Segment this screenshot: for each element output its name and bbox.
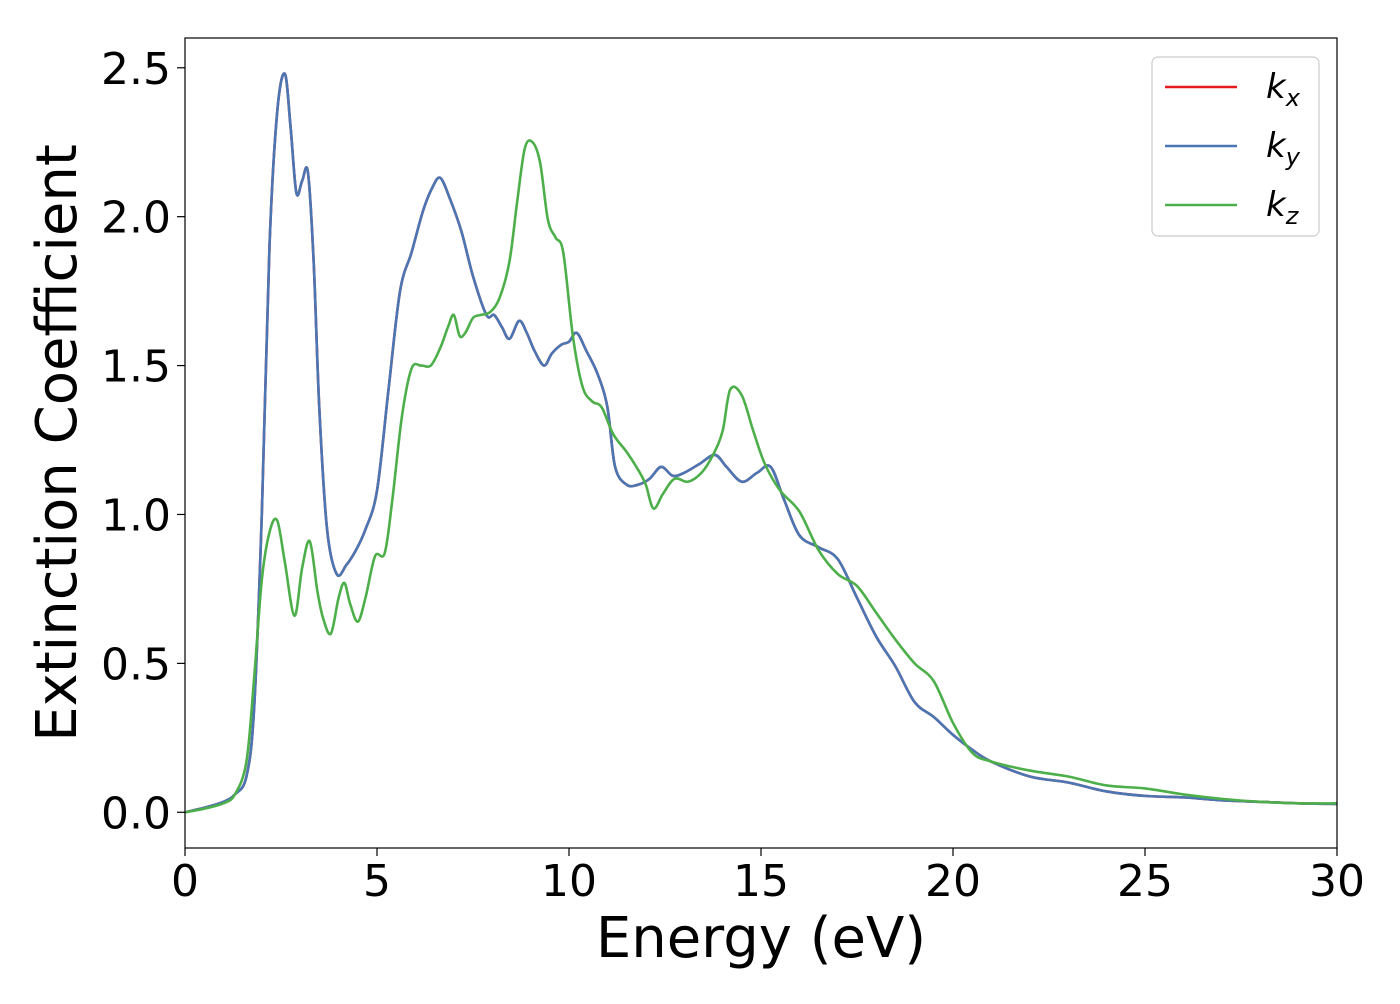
y-tick-label: 0.5	[101, 639, 171, 690]
series-line-z	[185, 139, 1337, 814]
x-tick-label: 10	[541, 856, 597, 907]
y-axis-title: Extinction Coefficient	[25, 144, 90, 742]
series-layer	[185, 72, 1337, 814]
x-tick-label: 20	[925, 856, 981, 907]
y-tick-label: 1.5	[101, 342, 171, 393]
x-tick-label: 15	[733, 856, 789, 907]
x-axis-title: Energy (eV)	[596, 906, 926, 971]
y-axis-ticks: 0.0 0.5 1.0 1.5 2.0 2.5	[101, 44, 185, 839]
x-tick-label: 25	[1117, 856, 1173, 907]
x-tick-label: 0	[171, 856, 199, 907]
series-line-y	[185, 72, 1337, 814]
x-tick-label: 5	[363, 856, 391, 907]
y-tick-label: 0.0	[101, 788, 171, 839]
x-tick-label: 30	[1309, 856, 1365, 907]
y-tick-label: 2.0	[101, 193, 171, 244]
y-tick-label: 2.5	[101, 44, 171, 95]
x-axis-ticks: 0 5 10 15 20 25 30	[171, 848, 1365, 907]
y-tick-label: 1.0	[101, 490, 171, 541]
